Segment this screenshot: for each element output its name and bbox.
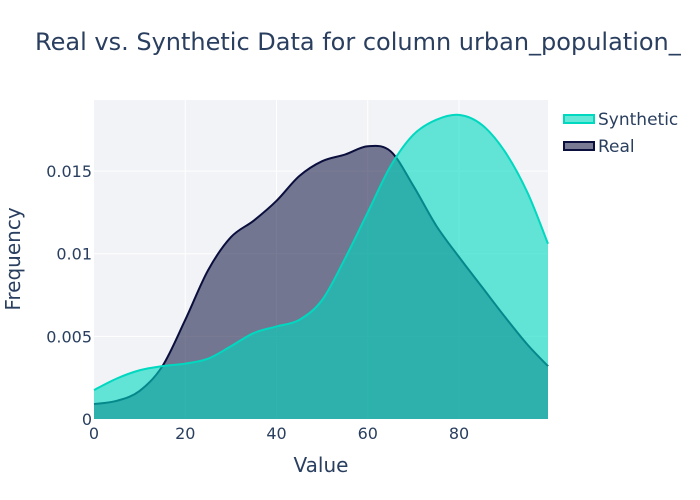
x-axis-title: Value — [294, 453, 349, 477]
synthetic-line — [93, 113, 549, 391]
chart-title: Real vs. Synthetic Data for column urban… — [35, 28, 682, 56]
legend-swatch-synthetic — [563, 114, 595, 124]
synthetic-area — [94, 114, 548, 419]
x-axis-ticks: 0 20 40 60 80 — [89, 424, 469, 443]
y-tick-label: 0.005 — [46, 327, 92, 346]
legend-item-synthetic[interactable]: Synthetic — [563, 110, 678, 130]
y-tick-label: 0.01 — [56, 245, 92, 264]
legend-label-real: Real — [598, 137, 635, 157]
legend-item-real[interactable]: Real — [563, 137, 635, 157]
y-axis-title: Frequency — [1, 207, 25, 310]
y-tick-label: 0.015 — [46, 162, 92, 181]
legend[interactable]: Synthetic Real — [563, 110, 678, 157]
x-tick-label: 20 — [175, 424, 195, 443]
x-tick-label: 60 — [358, 424, 378, 443]
x-tick-label: 0 — [89, 424, 99, 443]
y-axis-ticks: 0 0.005 0.01 0.015 — [46, 162, 92, 429]
legend-label-synthetic: Synthetic — [598, 110, 678, 130]
y-tick-label: 0 — [82, 410, 92, 429]
x-tick-label: 40 — [266, 424, 286, 443]
series-areas — [93, 113, 549, 419]
x-tick-label: 80 — [449, 424, 469, 443]
legend-swatch-real — [563, 141, 595, 151]
